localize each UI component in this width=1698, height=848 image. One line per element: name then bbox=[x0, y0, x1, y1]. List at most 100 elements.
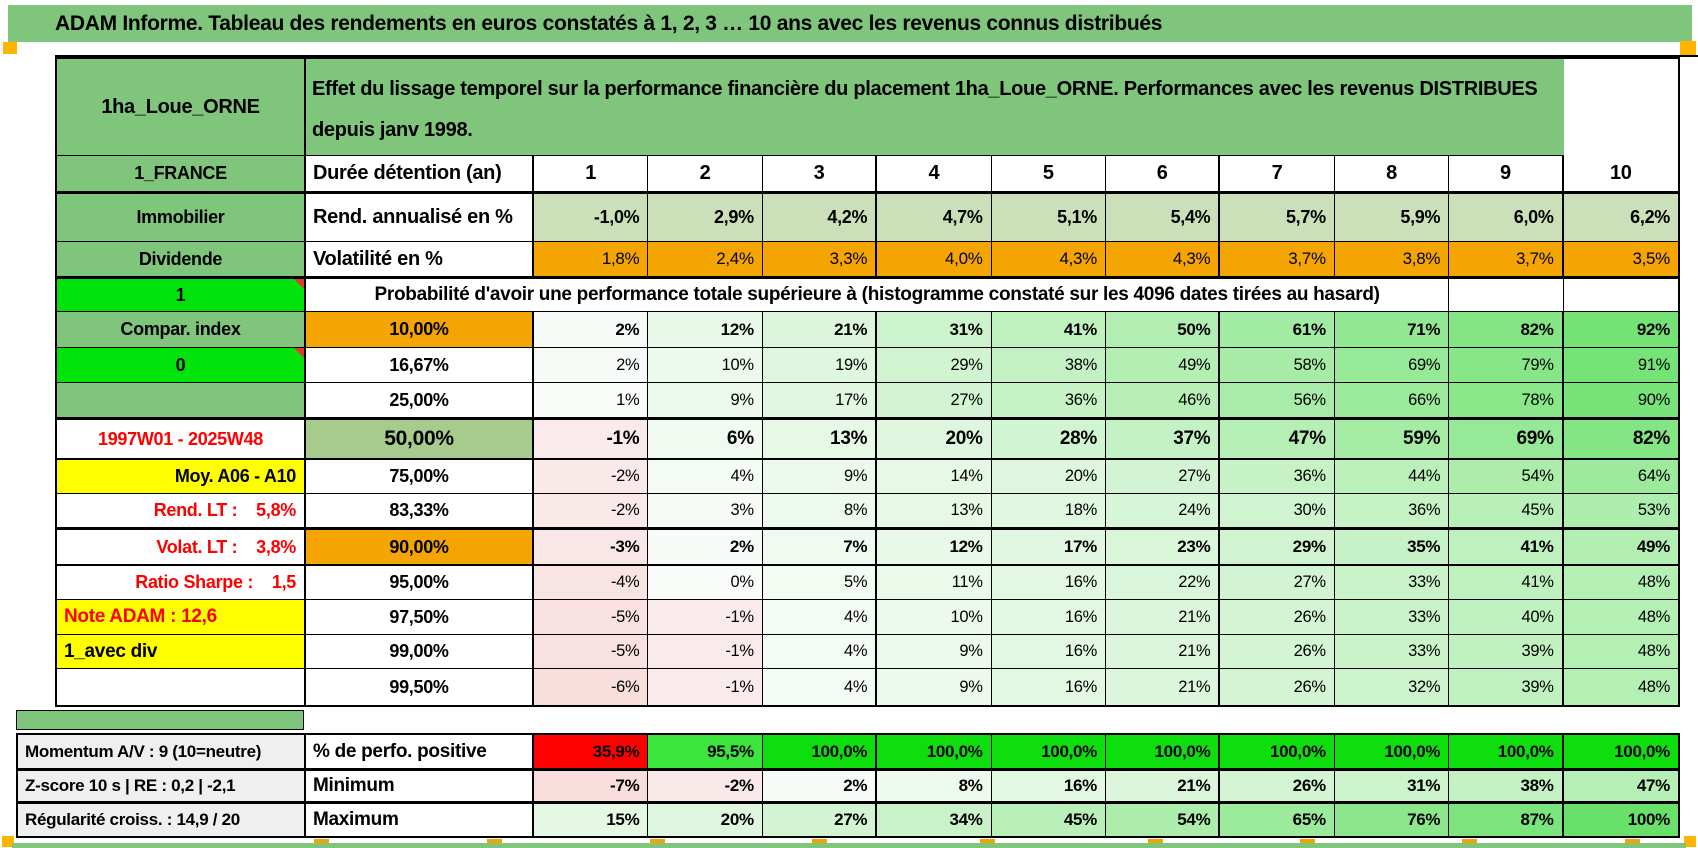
perf-cell[interactable]: 100,0% bbox=[1220, 735, 1335, 769]
stat-cell[interactable]: -7% bbox=[534, 769, 649, 802]
proba-header-cell[interactable]: Probabilité d'avoir une performance tota… bbox=[306, 277, 1450, 312]
proba-cell[interactable]: -1% bbox=[648, 669, 763, 705]
proba-cell[interactable]: 47% bbox=[1220, 418, 1335, 460]
proba-cell[interactable]: 37% bbox=[1106, 418, 1221, 460]
proba-cell[interactable]: 5% bbox=[762, 566, 878, 600]
row-label-cell[interactable] bbox=[57, 669, 306, 705]
row-header-cell[interactable]: Durée détention (an) bbox=[306, 156, 534, 192]
row-header-cell[interactable]: Rend. annualisé en % bbox=[306, 192, 534, 242]
proba-cell[interactable]: 27% bbox=[1220, 566, 1335, 600]
stat-cell[interactable]: 34% bbox=[877, 802, 992, 836]
proba-cell[interactable]: 50% bbox=[1106, 312, 1221, 348]
proba-cell[interactable]: 17% bbox=[991, 528, 1106, 566]
proba-cell[interactable]: 61% bbox=[1220, 312, 1335, 348]
proba-cell[interactable]: 16% bbox=[991, 635, 1106, 669]
rend-cell[interactable]: 4,2% bbox=[762, 192, 878, 242]
proba-cell[interactable]: 90% bbox=[1563, 383, 1678, 418]
proba-cell[interactable]: 69% bbox=[1334, 348, 1450, 383]
proba-cell[interactable]: 16% bbox=[991, 669, 1106, 705]
proba-cell[interactable]: 41% bbox=[991, 312, 1106, 348]
bottom-label-cell[interactable]: Z-score 10 s | RE : 0,2 | -2,1 bbox=[18, 769, 306, 802]
proba-cell[interactable]: -2% bbox=[534, 460, 649, 494]
row-header-cell[interactable]: Minimum bbox=[306, 769, 534, 802]
proba-cell[interactable]: 14% bbox=[877, 460, 992, 494]
proba-cell[interactable]: 92% bbox=[1563, 312, 1678, 348]
rend-cell[interactable]: 5,7% bbox=[1220, 192, 1335, 242]
proba-cell[interactable]: 21% bbox=[1106, 635, 1221, 669]
rend-cell[interactable]: 6,2% bbox=[1563, 192, 1678, 242]
comment-marked-cell[interactable]: 1 bbox=[57, 277, 306, 312]
proba-cell[interactable]: 91% bbox=[1563, 348, 1678, 383]
stat-cell[interactable]: 65% bbox=[1220, 802, 1335, 836]
proba-cell[interactable]: 66% bbox=[1334, 383, 1450, 418]
row-label-cell[interactable]: Volat. LT : 3,8% bbox=[57, 528, 306, 566]
proba-cell[interactable]: 38% bbox=[991, 348, 1106, 383]
proba-cell[interactable]: 9% bbox=[877, 669, 992, 705]
proba-cell[interactable]: -2% bbox=[534, 494, 649, 528]
proba-cell[interactable]: 36% bbox=[991, 383, 1106, 418]
year-cell[interactable]: 5 bbox=[991, 156, 1106, 192]
proba-cell[interactable]: 29% bbox=[1220, 528, 1335, 566]
bottom-label-cell[interactable]: Régularité croiss. : 14,9 / 20 bbox=[18, 802, 306, 836]
perf-cell[interactable]: 100,0% bbox=[991, 735, 1106, 769]
row-label-cell[interactable]: Rend. LT : 5,8% bbox=[57, 494, 306, 528]
rend-cell[interactable]: 2,9% bbox=[648, 192, 763, 242]
perf-cell[interactable]: 100,0% bbox=[877, 735, 992, 769]
proba-cell[interactable]: 2% bbox=[534, 348, 649, 383]
stat-cell[interactable]: 31% bbox=[1334, 769, 1450, 802]
stat-cell[interactable]: 54% bbox=[1106, 802, 1221, 836]
proba-cell[interactable]: -5% bbox=[534, 600, 649, 635]
proba-cell[interactable]: 36% bbox=[1220, 460, 1335, 494]
proba-cell[interactable]: 20% bbox=[877, 418, 992, 460]
proba-cell[interactable]: 2% bbox=[534, 312, 649, 348]
proba-cell[interactable]: 39% bbox=[1449, 635, 1564, 669]
proba-cell[interactable]: 45% bbox=[1449, 494, 1564, 528]
year-cell[interactable]: 4 bbox=[877, 156, 992, 192]
proba-cell[interactable]: 7% bbox=[762, 528, 878, 566]
stat-cell[interactable]: 26% bbox=[1220, 769, 1335, 802]
threshold-cell[interactable]: 83,33% bbox=[306, 494, 534, 528]
proba-cell[interactable]: 54% bbox=[1449, 460, 1564, 494]
proba-cell[interactable]: 79% bbox=[1449, 348, 1564, 383]
proba-cell[interactable]: 9% bbox=[648, 383, 763, 418]
proba-cell[interactable]: 58% bbox=[1220, 348, 1335, 383]
threshold-cell[interactable]: 99,00% bbox=[306, 635, 534, 669]
proba-cell[interactable]: 21% bbox=[1106, 600, 1221, 635]
proba-cell[interactable]: 3% bbox=[648, 494, 763, 528]
proba-cell[interactable]: 6% bbox=[648, 418, 763, 460]
proba-cell[interactable]: 23% bbox=[1106, 528, 1221, 566]
perf-cell[interactable]: 35,9% bbox=[534, 735, 649, 769]
proba-cell[interactable]: 13% bbox=[877, 494, 992, 528]
placement-name-cell[interactable]: 1ha_Loue_ORNE bbox=[57, 59, 306, 156]
proba-cell[interactable]: 53% bbox=[1563, 494, 1678, 528]
proba-cell[interactable]: 33% bbox=[1334, 566, 1450, 600]
proba-cell[interactable]: 0% bbox=[648, 566, 763, 600]
perf-cell[interactable]: 100,0% bbox=[1449, 735, 1564, 769]
proba-cell[interactable]: 26% bbox=[1220, 635, 1335, 669]
proba-cell[interactable]: 64% bbox=[1563, 460, 1678, 494]
row-label-cell[interactable]: Moy. A06 - A10 bbox=[57, 460, 306, 494]
proba-cell[interactable]: 30% bbox=[1220, 494, 1335, 528]
proba-cell[interactable]: 44% bbox=[1334, 460, 1450, 494]
proba-cell[interactable]: 2% bbox=[648, 528, 763, 566]
stat-cell[interactable]: 27% bbox=[762, 802, 878, 836]
proba-cell[interactable]: 26% bbox=[1220, 669, 1335, 705]
rend-cell[interactable]: -1,0% bbox=[534, 192, 649, 242]
perf-cell[interactable]: 100,0% bbox=[1334, 735, 1450, 769]
proba-cell[interactable]: 39% bbox=[1449, 669, 1564, 705]
proba-cell[interactable]: 19% bbox=[762, 348, 878, 383]
stat-cell[interactable]: 38% bbox=[1449, 769, 1564, 802]
volat-cell[interactable]: 3,5% bbox=[1563, 242, 1678, 277]
proba-cell[interactable]: 41% bbox=[1449, 566, 1564, 600]
empty-cell[interactable] bbox=[1449, 277, 1564, 312]
proba-cell[interactable]: 59% bbox=[1334, 418, 1450, 460]
proba-cell[interactable]: 8% bbox=[762, 494, 878, 528]
row-label-cell[interactable]: 0 bbox=[57, 348, 306, 383]
row-label-cell[interactable]: 1997W01 - 2025W48 bbox=[57, 418, 306, 460]
rend-cell[interactable]: 5,1% bbox=[991, 192, 1106, 242]
proba-cell[interactable]: 49% bbox=[1106, 348, 1221, 383]
proba-cell[interactable]: 1% bbox=[534, 383, 649, 418]
proba-cell[interactable]: 4% bbox=[762, 635, 878, 669]
proba-cell[interactable]: -1% bbox=[648, 635, 763, 669]
proba-cell[interactable]: 13% bbox=[762, 418, 878, 460]
